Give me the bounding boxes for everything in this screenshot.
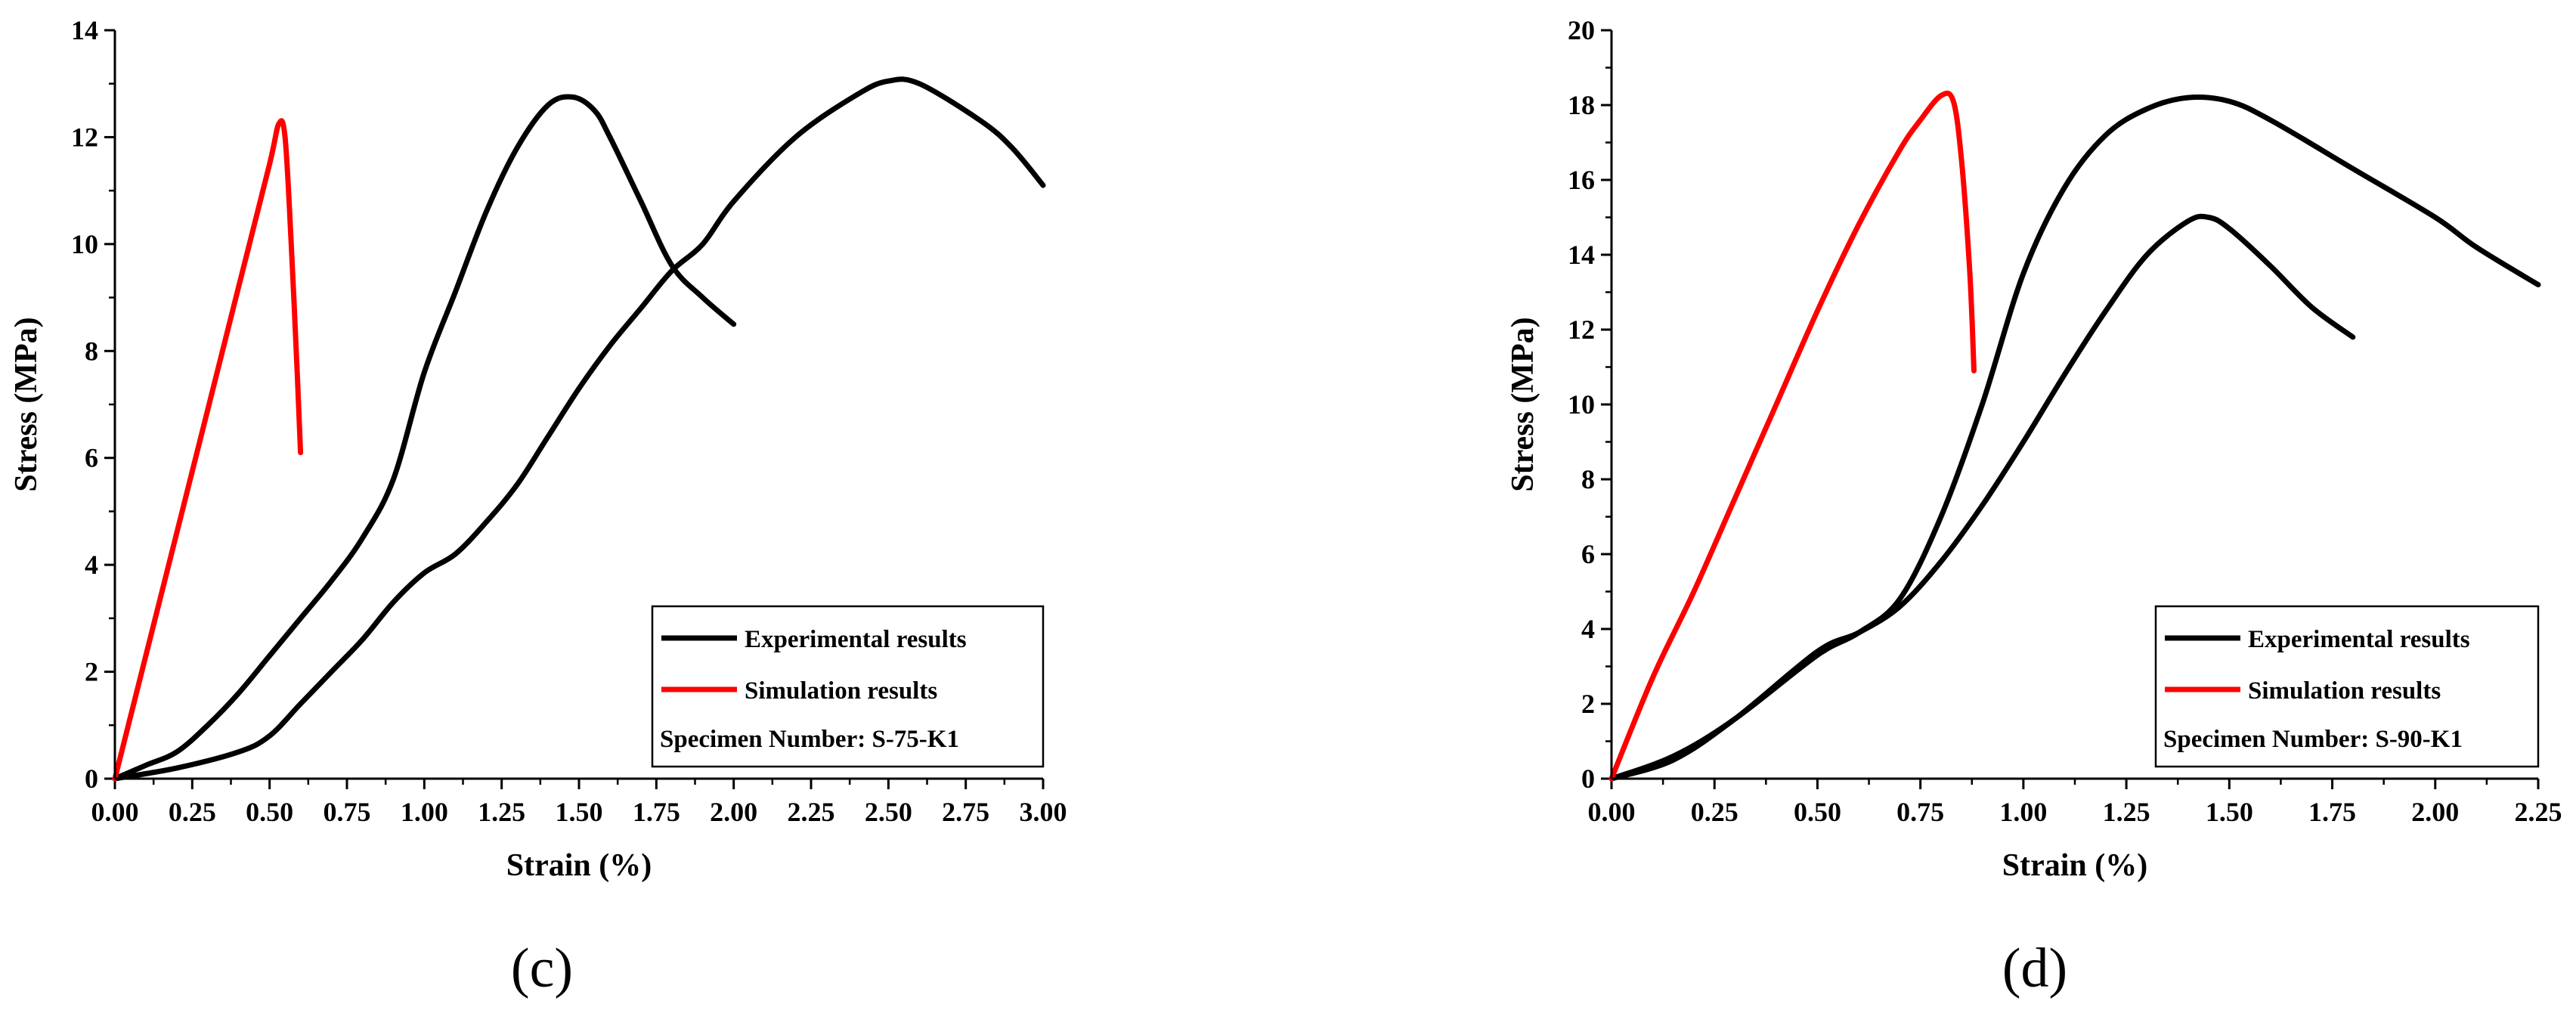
y-tick-label: 0 (85, 764, 98, 794)
x-tick-label: 1.50 (2206, 797, 2253, 827)
x-tick-label: 0.25 (169, 797, 216, 827)
x-tick-label: 1.25 (478, 797, 525, 827)
x-tick-label: 0.50 (246, 797, 293, 827)
x-tick-label: 1.50 (556, 797, 603, 827)
x-tick-label: 1.75 (633, 797, 680, 827)
experimental-curve-1 (112, 94, 737, 782)
x-tick-label: 0.25 (1691, 797, 1738, 827)
x-tick-label: 1.25 (2103, 797, 2150, 827)
y-tick-label: 16 (1568, 165, 1595, 195)
y-tick-label: 14 (71, 15, 98, 45)
legend: Experimental results Simulation results … (651, 605, 1045, 768)
experimental-curve-2 (1608, 213, 2356, 782)
y-tick-label: 10 (1568, 389, 1595, 420)
y-tick-label: 0 (1581, 764, 1595, 794)
legend-box (2154, 605, 2540, 768)
experimental-curve-1 (1608, 94, 2541, 782)
legend-specimen-number: Specimen Number: S-90-K1 (2163, 726, 2463, 753)
x-tick-label: 0.50 (1794, 797, 1841, 827)
y-tick-label: 2 (1581, 689, 1595, 719)
x-tick-label: 2.75 (942, 797, 989, 827)
y-tick-label: 2 (85, 657, 98, 687)
x-tick-label: 0.00 (91, 797, 139, 827)
chart-panel-d: 0.00 0.25 0.50 0.75 1.00 1.25 1.50 1.75 2.00 2.25… (1506, 15, 2562, 999)
x-tick-label: 0.75 (1896, 797, 1944, 827)
x-axis-title: Strain (%) (2002, 848, 2148, 883)
panel-label: (c) (511, 937, 573, 999)
y-tick-label: 8 (85, 336, 98, 366)
x-tick-label: 2.25 (2515, 797, 2562, 827)
x-tick-label: 0.00 (1588, 797, 1636, 827)
legend-label-simulation: Simulation results (2248, 677, 2441, 705)
x-tick-label: 1.00 (401, 797, 448, 827)
y-tick-label: 6 (85, 443, 98, 473)
x-tick-label: 1.75 (2308, 797, 2356, 827)
x-tick-label: 2.50 (865, 797, 912, 827)
y-axis-title: Stress (MPa) (9, 317, 44, 491)
axis-ticks: 0.00 0.25 0.50 0.75 1.00 1.25 1.50 1.75 2.00 2.25… (1568, 15, 2562, 827)
y-tick-label: 4 (85, 550, 98, 580)
legend-box (651, 605, 1045, 768)
simulation-curve (112, 118, 304, 782)
x-tick-label: 2.25 (788, 797, 835, 827)
y-tick-label: 12 (71, 122, 98, 152)
y-tick-label: 6 (1581, 539, 1595, 569)
x-tick-label: 1.00 (1999, 797, 2047, 827)
x-tick-label: 3.00 (1020, 797, 1067, 827)
y-tick-label: 20 (1568, 15, 1595, 45)
legend-label-experimental: Experimental results (2248, 626, 2470, 653)
simulation-curve (1608, 90, 1977, 782)
y-tick-label: 14 (1568, 240, 1595, 270)
x-axis-title: Strain (%) (506, 848, 652, 883)
data-series (1608, 90, 2541, 782)
axis-ticks: 0.00 0.25 0.50 0.75 1.00 1.25 1.50 1.75 2.00 2.25… (71, 15, 1067, 827)
legend-label-experimental: Experimental results (745, 626, 967, 653)
x-tick-label: 2.00 (710, 797, 757, 827)
y-tick-label: 4 (1581, 614, 1595, 644)
x-tick-label: 2.00 (2411, 797, 2459, 827)
axes-frame (113, 30, 1043, 780)
y-tick-label: 18 (1568, 90, 1595, 120)
y-axis-title: Stress (MPa) (1506, 317, 1540, 491)
experimental-curve-2 (112, 76, 1046, 782)
y-tick-label: 12 (1568, 314, 1595, 345)
data-series (112, 76, 1046, 782)
legend-specimen-number: Specimen Number: S-75-K1 (660, 726, 959, 753)
panel-label: (d) (2002, 937, 2067, 999)
axes-frame (1610, 30, 2538, 780)
chart-panel-c: 0.00 0.25 0.50 0.75 1.00 1.25 1.50 1.75 2.00 2.25… (9, 15, 1067, 999)
y-tick-label: 8 (1581, 464, 1595, 494)
legend: Experimental results Simulation results … (2154, 605, 2540, 768)
y-tick-label: 10 (71, 229, 98, 259)
legend-label-simulation: Simulation results (745, 677, 937, 705)
x-tick-label: 0.75 (324, 797, 371, 827)
